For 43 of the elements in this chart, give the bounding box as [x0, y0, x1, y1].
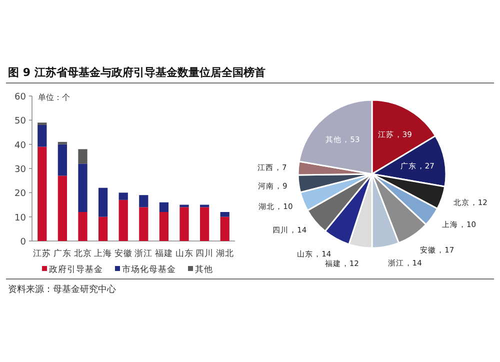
bar [58, 144, 68, 176]
bar [200, 207, 210, 241]
y-tick-label: 30 [14, 165, 26, 175]
bar [58, 142, 68, 144]
y-axis-title: 单位：个 [38, 93, 70, 102]
bar [78, 164, 88, 212]
bar [58, 176, 68, 241]
y-tick-label: 50 [14, 116, 26, 127]
x-tick-label: 江苏 [33, 248, 52, 259]
bar [220, 216, 230, 241]
y-tick-label: 60 [14, 92, 26, 102]
legend-label: 其他 [195, 264, 213, 275]
bar [98, 188, 108, 217]
bar [180, 207, 189, 241]
x-tick-label: 广东 [53, 248, 72, 259]
x-tick-label: 浙江 [134, 248, 153, 259]
x-tick-label: 湖北 [216, 248, 234, 259]
bar [139, 195, 148, 208]
bar [78, 212, 88, 241]
legend-label: 政府引导基金 [49, 264, 103, 275]
text: 资料来源：母基金研究中心 [8, 284, 116, 295]
x-tick-label: 福建 [154, 248, 173, 259]
y-tick-label: 20 [14, 189, 26, 200]
bar [139, 207, 148, 241]
y-tick-label: 10 [14, 213, 26, 224]
x-tick-label: 北京 [74, 248, 92, 259]
bar [220, 212, 230, 217]
bar [78, 149, 88, 164]
bar [118, 200, 128, 241]
legend-label: 市场化母基金 [122, 264, 176, 275]
x-tick-label: 山东 [175, 248, 194, 259]
x-tick-label: 四川 [196, 248, 214, 259]
bar [118, 192, 128, 200]
bar [38, 125, 47, 147]
chart-title: 图 9 江苏省母基金与政府引导基金数量位居全国榜首 [8, 66, 266, 79]
x-tick-label: 上海 [94, 248, 112, 259]
bar [159, 202, 169, 212]
bar [38, 146, 47, 241]
x-tick-label: 安徽 [114, 248, 132, 259]
y-tick-label: 40 [14, 140, 26, 151]
y-tick-label: 0 [20, 238, 26, 248]
bar [98, 216, 108, 241]
bar [159, 212, 169, 241]
